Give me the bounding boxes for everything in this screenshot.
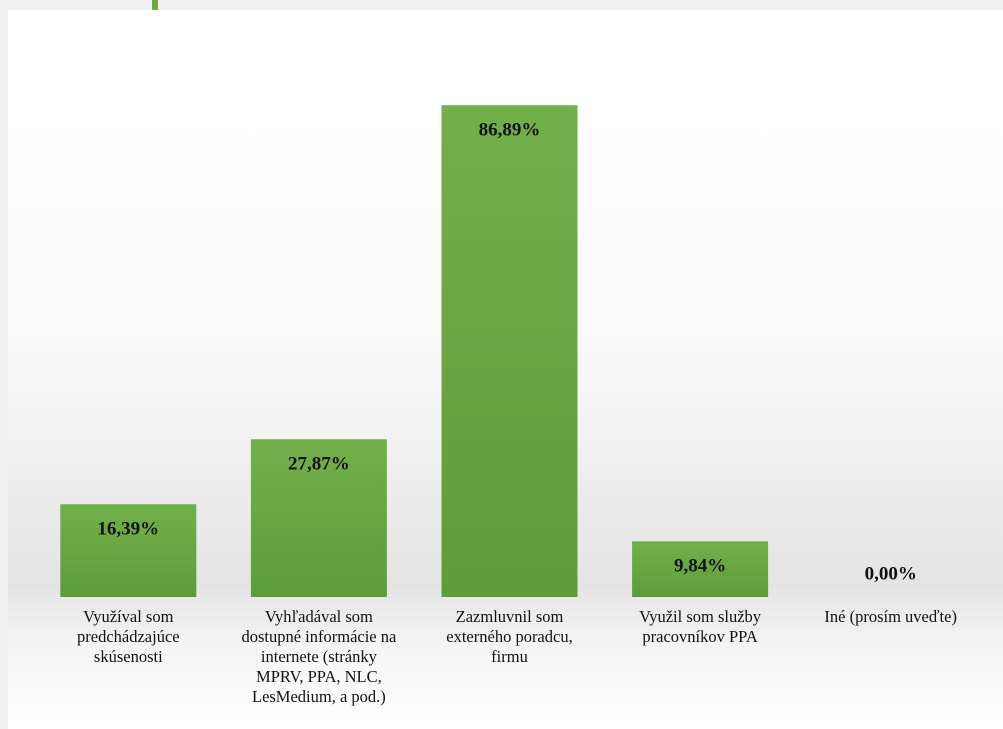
x-tick-label: Zazmluvnil som externého poradcu, firmu	[446, 607, 573, 666]
x-tick-label: Využíval som predchádzajúce skúsenosti	[77, 607, 180, 666]
x-tick-label: Vyhľadával som dostupné informácie na in…	[241, 607, 397, 706]
bar	[632, 541, 769, 597]
value-label: 86,89%	[479, 120, 541, 141]
accent-bar	[152, 0, 158, 10]
bar	[250, 439, 387, 597]
value-label: 16,39%	[97, 519, 159, 540]
x-tick-label: Iné (prosím uveďte)	[824, 607, 957, 626]
value-label: 9,84%	[674, 556, 726, 577]
x-tick-label: Využil som služby pracovníkov PPA	[639, 607, 762, 646]
value-label: 0,00%	[865, 563, 917, 584]
bar	[60, 504, 197, 597]
bar	[441, 105, 578, 597]
value-label: 27,87%	[288, 454, 350, 475]
